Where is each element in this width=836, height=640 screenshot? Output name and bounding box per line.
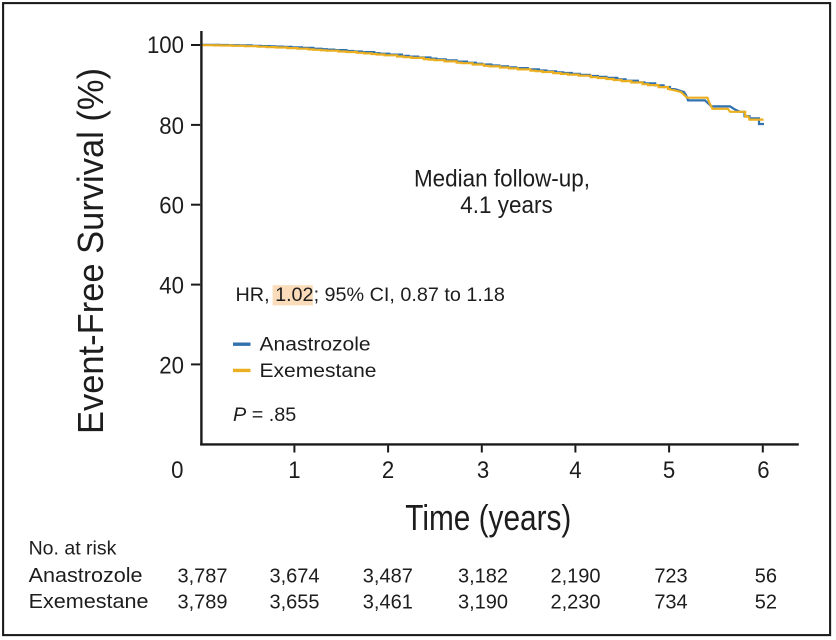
svg-text:No. at risk: No. at risk [29, 538, 117, 560]
svg-text:4.1 years: 4.1 years [460, 191, 552, 218]
svg-text:P = .85: P = .85 [233, 404, 296, 426]
svg-text:0: 0 [171, 456, 183, 483]
svg-text:80: 80 [159, 112, 184, 139]
svg-text:52: 52 [755, 591, 777, 613]
svg-text:3,461: 3,461 [363, 591, 413, 613]
svg-text:4: 4 [569, 456, 581, 483]
svg-text:3,182: 3,182 [458, 566, 508, 588]
svg-text:Anastrozole: Anastrozole [260, 334, 371, 355]
svg-text:Exemestane: Exemestane [260, 361, 377, 382]
svg-text:3,674: 3,674 [269, 566, 319, 588]
svg-text:40: 40 [159, 272, 184, 299]
svg-text:56: 56 [755, 566, 777, 588]
svg-text:2,190: 2,190 [550, 566, 600, 588]
svg-text:3,190: 3,190 [458, 591, 508, 613]
svg-text:3,787: 3,787 [177, 566, 227, 588]
svg-text:Event-Free Survival (%): Event-Free Survival (%) [71, 68, 111, 434]
svg-text:1: 1 [288, 456, 300, 483]
svg-text:2: 2 [382, 456, 394, 483]
svg-text:723: 723 [654, 566, 687, 588]
svg-text:100: 100 [147, 31, 184, 58]
svg-text:60: 60 [159, 192, 184, 219]
svg-text:3: 3 [477, 456, 489, 483]
svg-text:Time (years): Time (years) [405, 498, 571, 538]
svg-text:2,230: 2,230 [550, 591, 600, 613]
svg-text:6: 6 [757, 456, 769, 483]
svg-text:20: 20 [159, 351, 184, 378]
svg-text:5: 5 [663, 456, 675, 483]
svg-text:Anastrozole: Anastrozole [29, 565, 143, 587]
svg-text:Median follow-up,: Median follow-up, [414, 164, 590, 191]
svg-text:HR, 1.02; 95% CI, 0.87 to 1.18: HR, 1.02; 95% CI, 0.87 to 1.18 [236, 284, 505, 306]
svg-text:3,789: 3,789 [177, 591, 227, 613]
svg-text:734: 734 [654, 591, 687, 613]
svg-text:Exemestane: Exemestane [29, 591, 149, 613]
svg-text:3,655: 3,655 [269, 591, 319, 613]
svg-text:3,487: 3,487 [363, 566, 413, 588]
